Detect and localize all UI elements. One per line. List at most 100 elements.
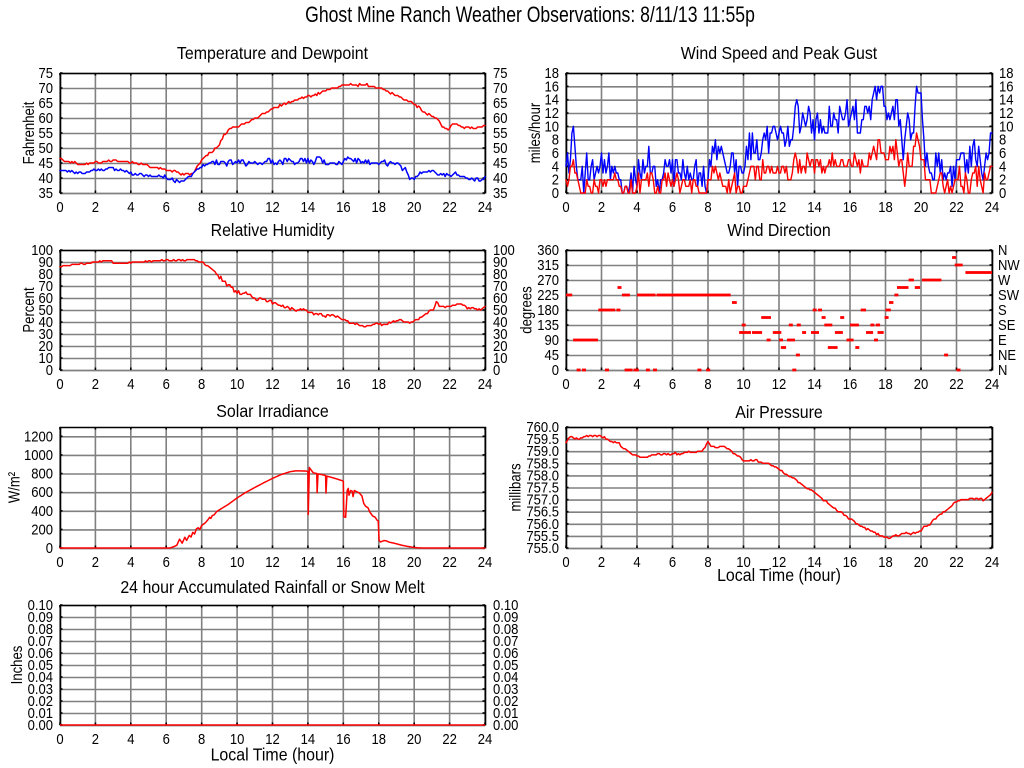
svg-text:20: 20 <box>914 198 929 215</box>
svg-text:8: 8 <box>198 730 205 747</box>
svg-text:10: 10 <box>230 375 245 392</box>
svg-text:22: 22 <box>442 375 457 392</box>
svg-text:12: 12 <box>544 104 559 121</box>
svg-text:35: 35 <box>38 184 53 201</box>
svg-text:14: 14 <box>301 375 316 392</box>
svg-text:20: 20 <box>914 553 929 570</box>
svg-text:2: 2 <box>598 375 605 392</box>
svg-text:0.09: 0.09 <box>493 608 519 625</box>
svg-text:6: 6 <box>163 375 170 392</box>
svg-text:40: 40 <box>38 313 53 330</box>
svg-text:16: 16 <box>843 375 858 392</box>
svg-text:100: 100 <box>31 241 53 258</box>
svg-text:0.05: 0.05 <box>28 656 54 673</box>
svg-text:18: 18 <box>878 375 893 392</box>
svg-text:16: 16 <box>843 198 858 215</box>
svg-text:4: 4 <box>127 198 134 215</box>
svg-text:65: 65 <box>38 94 53 111</box>
svg-text:135: 135 <box>537 316 559 333</box>
svg-text:20: 20 <box>407 198 422 215</box>
svg-text:24: 24 <box>985 553 1000 570</box>
svg-text:6: 6 <box>163 198 170 215</box>
svg-text:16: 16 <box>544 77 559 94</box>
svg-text:Wind Speed and Peak Gust: Wind Speed and Peak Gust <box>681 43 878 63</box>
svg-text:Ghost Mine Ranch Weather Obser: Ghost Mine Ranch Weather Observations: 8… <box>305 3 755 27</box>
svg-text:90: 90 <box>493 253 508 270</box>
svg-text:6: 6 <box>163 730 170 747</box>
svg-text:80: 80 <box>493 265 508 282</box>
svg-text:16: 16 <box>336 198 351 215</box>
svg-text:0: 0 <box>999 184 1006 201</box>
svg-text:80: 80 <box>38 265 53 282</box>
svg-text:0: 0 <box>562 553 569 570</box>
svg-text:200: 200 <box>31 521 53 538</box>
svg-text:SW: SW <box>998 286 1020 303</box>
svg-text:14: 14 <box>999 91 1014 108</box>
svg-text:6: 6 <box>669 198 676 215</box>
svg-text:14: 14 <box>807 553 822 570</box>
svg-text:20: 20 <box>407 553 422 570</box>
svg-text:10: 10 <box>230 553 245 570</box>
svg-text:12: 12 <box>265 198 280 215</box>
svg-text:10: 10 <box>493 349 508 366</box>
svg-text:8: 8 <box>704 375 711 392</box>
svg-text:90: 90 <box>38 253 53 270</box>
svg-text:miles/hour: miles/hour <box>527 103 544 164</box>
svg-text:24: 24 <box>478 553 493 570</box>
svg-text:22: 22 <box>949 375 964 392</box>
svg-text:SE: SE <box>998 316 1015 333</box>
svg-text:18: 18 <box>544 64 559 81</box>
svg-text:18: 18 <box>371 730 386 747</box>
svg-text:60: 60 <box>493 109 508 126</box>
svg-text:10: 10 <box>230 198 245 215</box>
svg-text:Relative Humidity: Relative Humidity <box>211 220 335 240</box>
svg-text:45: 45 <box>544 346 559 363</box>
svg-text:50: 50 <box>493 139 508 156</box>
svg-text:75: 75 <box>38 64 53 81</box>
svg-text:758.5: 758.5 <box>526 454 559 471</box>
svg-text:12: 12 <box>265 553 280 570</box>
svg-text:0: 0 <box>46 539 53 556</box>
svg-text:degrees: degrees <box>518 286 535 333</box>
svg-text:0.02: 0.02 <box>493 692 519 709</box>
svg-text:8: 8 <box>704 198 711 215</box>
svg-text:10: 10 <box>736 553 751 570</box>
svg-text:E: E <box>998 331 1007 348</box>
svg-text:NW: NW <box>998 256 1020 273</box>
svg-text:0.03: 0.03 <box>493 680 519 697</box>
svg-text:75: 75 <box>493 64 508 81</box>
svg-text:0.00: 0.00 <box>28 716 54 733</box>
svg-text:0.06: 0.06 <box>493 644 519 661</box>
svg-text:12: 12 <box>265 730 280 747</box>
svg-text:4: 4 <box>633 198 640 215</box>
svg-text:24: 24 <box>478 375 493 392</box>
svg-text:400: 400 <box>31 502 53 519</box>
svg-text:4: 4 <box>127 553 134 570</box>
svg-text:Percent: Percent <box>21 287 38 332</box>
svg-text:0.05: 0.05 <box>493 656 519 673</box>
svg-text:90: 90 <box>544 331 559 348</box>
svg-text:Local Time (hour): Local Time (hour) <box>211 745 335 765</box>
svg-text:24: 24 <box>478 198 493 215</box>
svg-text:0.01: 0.01 <box>493 704 519 721</box>
svg-text:225: 225 <box>537 286 559 303</box>
svg-text:8: 8 <box>198 198 205 215</box>
svg-text:16: 16 <box>336 375 351 392</box>
svg-text:2: 2 <box>598 198 605 215</box>
svg-text:759.5: 759.5 <box>526 430 559 447</box>
svg-text:0.07: 0.07 <box>28 632 54 649</box>
svg-text:14: 14 <box>301 730 316 747</box>
svg-text:20: 20 <box>407 730 422 747</box>
svg-text:0: 0 <box>56 375 63 392</box>
svg-text:24: 24 <box>985 375 1000 392</box>
svg-text:12: 12 <box>772 375 787 392</box>
svg-text:0.00: 0.00 <box>493 716 519 733</box>
svg-text:0.08: 0.08 <box>493 620 519 637</box>
svg-text:757.5: 757.5 <box>526 479 559 496</box>
svg-text:14: 14 <box>807 375 822 392</box>
svg-text:0: 0 <box>493 361 500 378</box>
svg-text:65: 65 <box>493 94 508 111</box>
svg-text:1200: 1200 <box>24 427 53 444</box>
svg-text:0.07: 0.07 <box>493 632 519 649</box>
svg-text:20: 20 <box>407 375 422 392</box>
